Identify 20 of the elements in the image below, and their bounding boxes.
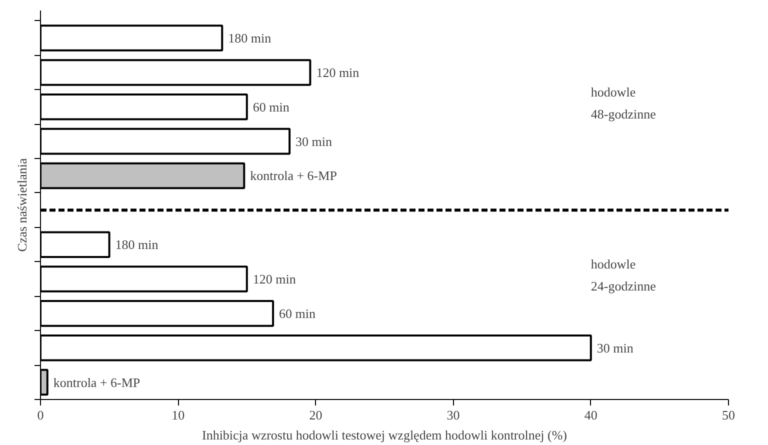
y-tick-label: 120 min bbox=[316, 64, 360, 80]
x-tick-label: 30 bbox=[446, 408, 460, 422]
y-tick-label: 180 min bbox=[228, 30, 272, 46]
x-axis-title: Inhibicja wzrostu hodowli testowej względem hodowli kontrolnej (%) bbox=[202, 428, 568, 442]
x-tick-label: 10 bbox=[172, 408, 185, 422]
y-tick-label: 60 min bbox=[279, 306, 316, 321]
y-tick-label: 60 min bbox=[252, 99, 290, 114]
x-tick-label: 0 bbox=[37, 408, 44, 422]
y-tick-label: 180 min bbox=[115, 237, 159, 252]
y-tick-label: kontrola + 6-MP bbox=[53, 374, 140, 390]
annotation: hodowle 48-godzinne bbox=[590, 84, 656, 122]
annotation: hodowle 24-godzinne bbox=[590, 256, 656, 294]
y-tick-label: 30 min bbox=[596, 340, 634, 356]
x-tick-label: 50 bbox=[722, 408, 735, 422]
y-tick-label: 30 min bbox=[296, 134, 333, 149]
y-tick-label: 120 min bbox=[252, 272, 296, 287]
x-tick-label: 40 bbox=[584, 408, 598, 422]
y-axis-title: Czas naświetlania bbox=[14, 158, 30, 252]
x-tick-label: 20 bbox=[309, 408, 322, 422]
y-tick-label: kontrola + 6-MP bbox=[250, 168, 337, 184]
